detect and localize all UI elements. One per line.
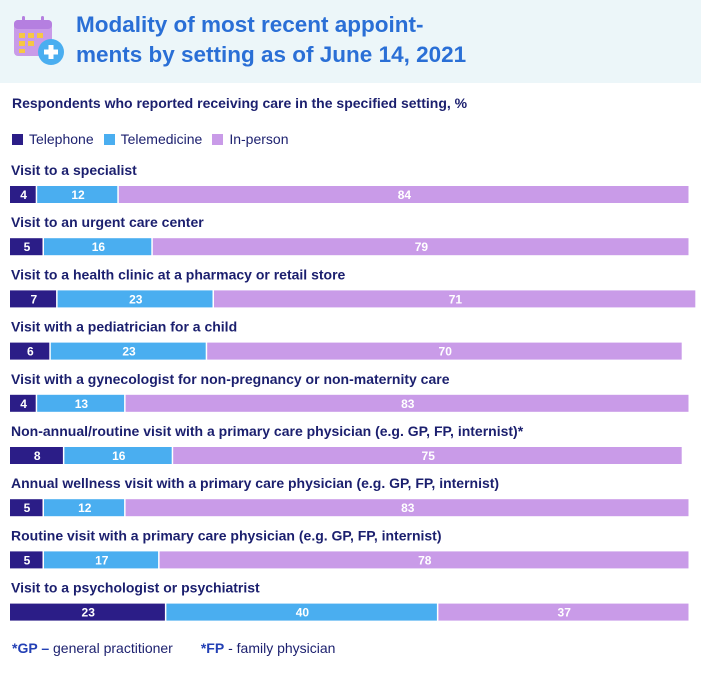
footnote-fp-key: *FP [200, 640, 225, 656]
bar-segment-telemedicine [37, 186, 118, 203]
legend-label-telephone: Telephone [29, 131, 94, 147]
data-label-telephone: 7 [30, 292, 37, 306]
category-label: Visit with a pediatrician for a child [11, 319, 237, 335]
bar-segment-in-person [152, 238, 689, 256]
footnotes: *GP – general practitioner *FP - family … [12, 640, 363, 656]
bar-segment-in-person [214, 290, 696, 308]
chart-title: Modality of most recent appoint- ments b… [76, 12, 467, 67]
chart-subtitle: Respondents who reported receiving care … [12, 95, 468, 111]
bar-segment-in-person [207, 342, 682, 360]
bar-segment-in-person [173, 447, 682, 464]
data-label-telemedicine: 23 [122, 345, 136, 359]
footnote-gp-key: *GP – [12, 640, 50, 656]
data-label-telemedicine: 12 [78, 501, 92, 515]
data-label-telephone: 23 [82, 606, 96, 620]
legend-item-in-person: In-person [212, 131, 289, 147]
data-label-telephone: 6 [27, 345, 34, 359]
data-label-telephone: 5 [24, 240, 31, 254]
data-label-telephone: 8 [34, 449, 41, 463]
bar-segment-telemedicine [44, 499, 125, 517]
legend: Telephone Telemedicine In-person [12, 131, 299, 147]
data-label-telemedicine: 16 [112, 449, 126, 463]
category-label: Non-annual/routine visit with a primary … [11, 423, 524, 439]
bar-segment-in-person [438, 603, 689, 621]
bar-segment-telemedicine [166, 603, 437, 621]
data-label-telemedicine: 16 [92, 240, 106, 254]
data-label-telephone: 5 [24, 553, 31, 567]
bar-segment-in-person [125, 394, 689, 412]
bar-segment-telemedicine [44, 551, 159, 569]
bar-segment-telephone [10, 499, 43, 517]
footnote-gp: *GP – general practitioner [12, 640, 173, 656]
data-label-in-person: 84 [398, 188, 412, 202]
bar-segment-telemedicine [64, 447, 172, 464]
legend-swatch-telephone [12, 133, 23, 145]
bar-segment-telemedicine [37, 394, 125, 412]
bar-segment-telephone [10, 342, 50, 360]
bar-segment-telephone [10, 394, 36, 412]
calendar-plus-icon [14, 16, 64, 65]
data-label-in-person: 70 [439, 345, 453, 359]
bar-segment-telemedicine [57, 290, 213, 308]
data-label-in-person: 79 [415, 240, 429, 254]
category-label: Visit to a psychologist or psychiatrist [11, 580, 260, 596]
header-banner: Modality of most recent appoint- ments b… [0, 0, 701, 83]
data-label-telemedicine: 23 [129, 292, 143, 306]
legend-label-telemedicine: Telemedicine [120, 131, 203, 147]
data-label-telephone: 4 [20, 397, 27, 411]
footnote-fp: *FP - family physician [201, 640, 336, 656]
data-label-in-person: 83 [401, 397, 415, 411]
legend-item-telemedicine: Telemedicine [103, 131, 203, 147]
data-label-telemedicine: 13 [75, 397, 89, 411]
bar-segment-telephone [10, 238, 43, 256]
category-label: Annual wellness visit with a primary car… [11, 475, 499, 491]
category-label: Routine visit with a primary care physic… [11, 527, 442, 543]
bar-segment-telemedicine [44, 238, 152, 256]
legend-swatch-in-person [212, 133, 224, 145]
bar-segment-telephone [10, 551, 43, 569]
bar-segment-telephone [10, 447, 63, 464]
category-label: Visit to a specialist [11, 162, 137, 178]
bar-segment-in-person [125, 499, 689, 517]
bar-segment-telemedicine [50, 342, 206, 360]
category-label: Visit to a health clinic at a pharmacy o… [11, 266, 346, 282]
data-label-telemedicine: 12 [71, 188, 85, 202]
category-label: Visit to an urgent care center [11, 214, 204, 230]
bar-segment-telephone [10, 290, 57, 308]
data-label-in-person: 83 [401, 501, 415, 515]
bar-segment-in-person [118, 186, 689, 203]
legend-item-telephone: Telephone [12, 131, 94, 147]
footnote-fp-text: - family physician [224, 640, 336, 656]
data-label-telephone: 4 [20, 188, 27, 202]
data-label-in-person: 71 [449, 292, 463, 306]
bar-segment-telephone [10, 186, 36, 203]
data-label-telemedicine: 40 [296, 606, 310, 620]
bar-segment-in-person [159, 551, 689, 569]
footnote-gp-text: general practitioner [49, 640, 173, 656]
bar-segment-telephone [10, 603, 165, 621]
legend-label-in-person: In-person [229, 131, 289, 147]
category-label: Visit with a gynecologist for non-pregna… [11, 371, 450, 387]
legend-swatch-telemedicine [103, 133, 115, 145]
data-label-in-person: 37 [558, 606, 572, 620]
data-label-telemedicine: 17 [95, 553, 109, 567]
data-label-in-person: 78 [418, 553, 432, 567]
data-label-in-person: 75 [422, 449, 436, 463]
data-label-telephone: 5 [24, 501, 31, 515]
